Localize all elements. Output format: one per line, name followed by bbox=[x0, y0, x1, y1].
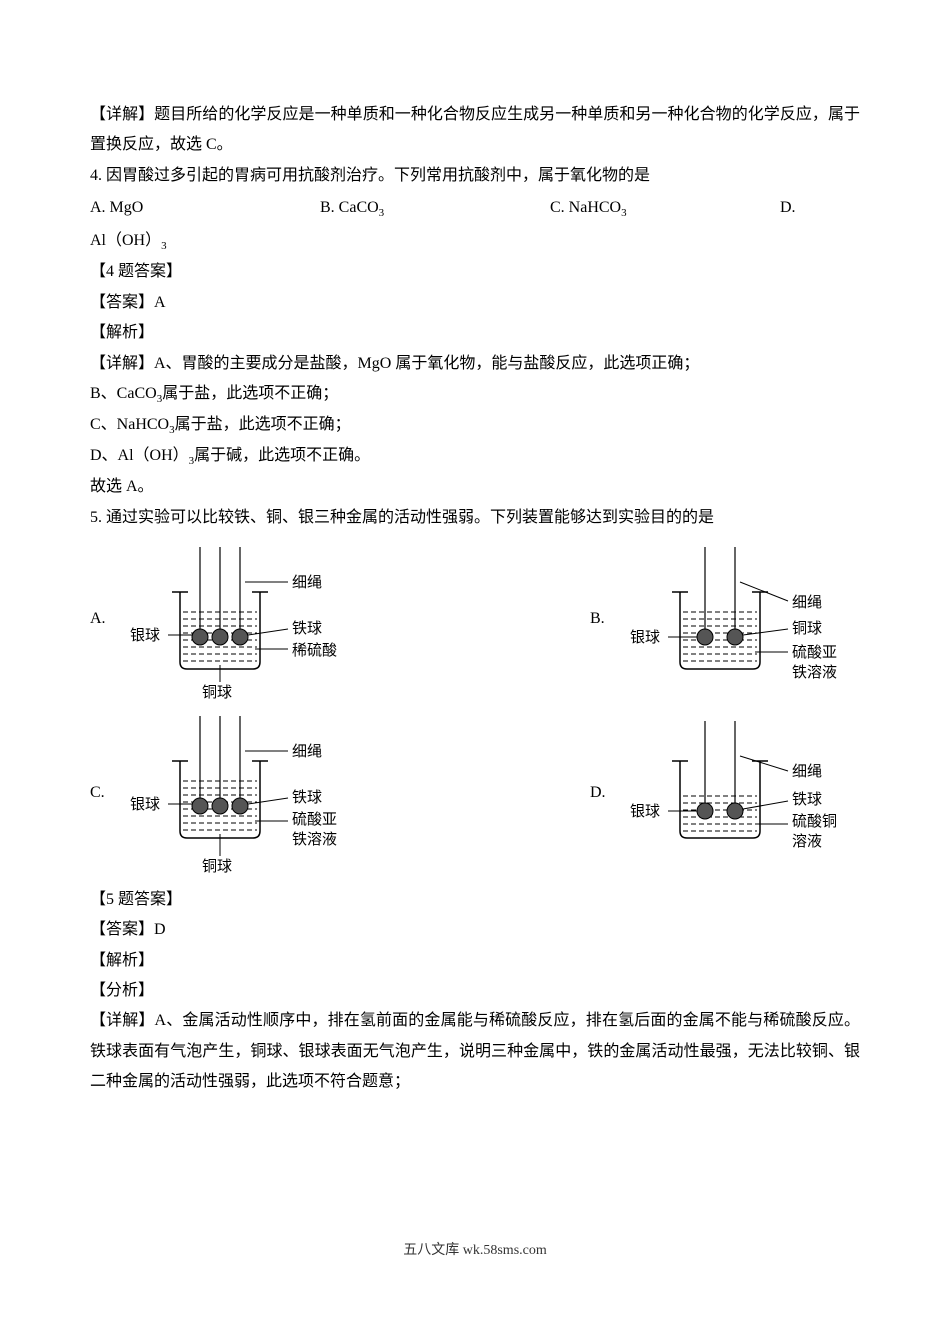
svg-text:铁溶液: 铁溶液 bbox=[292, 831, 337, 848]
q4-opt-d: D. bbox=[780, 193, 850, 224]
diagram-row-2: C. 细绳 银球 铁球 硫酸亚 铁溶液 铜球 D. bbox=[90, 706, 860, 881]
svg-text:铁球: 铁球 bbox=[792, 791, 822, 808]
q5-label-b: B. bbox=[590, 604, 620, 634]
svg-text:铜球: 铜球 bbox=[792, 620, 822, 637]
svg-text:溶液: 溶液 bbox=[792, 833, 822, 850]
q4-options: A. MgO B. CaCO3 C. NaHCO3 D. bbox=[90, 193, 860, 224]
q5-answer-header: 【5 题答案】 bbox=[90, 885, 860, 915]
svg-text:银球: 银球 bbox=[130, 796, 160, 813]
svg-text:硫酸亚: 硫酸亚 bbox=[792, 644, 837, 661]
q5-detail: 【详解】A、金属活动性顺序中，排在氢前面的金属能与稀硫酸反应，排在氢后面的金属不… bbox=[90, 1006, 860, 1097]
diagram-b: 细绳 银球 铜球 硫酸亚 铁溶液 bbox=[620, 537, 860, 702]
q5-fenxi: 【分析】 bbox=[90, 976, 860, 1006]
diagram-row-1: A. 细绳 银球 铁球 稀硫酸 bbox=[90, 537, 860, 702]
q4-analysis: 【解析】 bbox=[90, 318, 860, 348]
svg-text:细绳: 细绳 bbox=[292, 743, 322, 760]
q4-detail-d: D、Al（OH）3属于碱，此选项不正确。 bbox=[90, 441, 860, 472]
diagram-a: 细绳 银球 铁球 稀硫酸 铜球 bbox=[120, 537, 360, 702]
svg-text:硫酸亚: 硫酸亚 bbox=[292, 811, 337, 828]
q5-analysis: 【解析】 bbox=[90, 946, 860, 976]
svg-text:铁球: 铁球 bbox=[292, 789, 322, 806]
q4-detail-a: 【详解】A、胃酸的主要成分是盐酸，MgO 属于氧化物，能与盐酸反应，此选项正确； bbox=[90, 349, 860, 379]
svg-text:稀硫酸: 稀硫酸 bbox=[292, 642, 337, 659]
svg-text:硫酸铜: 硫酸铜 bbox=[792, 813, 837, 830]
svg-text:细绳: 细绳 bbox=[292, 574, 322, 591]
svg-text:银球: 银球 bbox=[630, 629, 660, 646]
q4-opt-a: A. MgO bbox=[90, 193, 320, 224]
q4-detail-c: C、NaHCO3属于盐，此选项不正确； bbox=[90, 410, 860, 441]
page-footer: 五八文库 wk.58sms.com bbox=[90, 1238, 860, 1265]
diagram-d: 细绳 银球 铁球 硫酸铜 溶液 bbox=[620, 716, 860, 871]
q4-conclusion: 故选 A。 bbox=[90, 472, 860, 502]
diagram-c: 细绳 银球 铁球 硫酸亚 铁溶液 铜球 bbox=[120, 706, 360, 881]
svg-text:铁球: 铁球 bbox=[292, 620, 322, 637]
q5-label-d: D. bbox=[590, 778, 620, 808]
q4-detail-b: B、CaCO3属于盐，此选项不正确； bbox=[90, 379, 860, 410]
svg-text:铁溶液: 铁溶液 bbox=[792, 664, 837, 681]
q5-stem: 5. 通过实验可以比较铁、铜、银三种金属的活动性强弱。下列装置能够达到实验目的的… bbox=[90, 503, 860, 533]
svg-text:铜球: 铜球 bbox=[202, 858, 232, 875]
svg-text:细绳: 细绳 bbox=[792, 594, 822, 611]
q5-label-a: A. bbox=[90, 604, 120, 634]
svg-text:铜球: 铜球 bbox=[202, 684, 232, 701]
q4-opt-d-line2: Al（OH）3 bbox=[90, 226, 860, 257]
svg-text:细绳: 细绳 bbox=[792, 763, 822, 780]
q5-label-c: C. bbox=[90, 778, 120, 808]
q4-opt-b: B. CaCO3 bbox=[320, 193, 550, 224]
q4-stem: 4. 因胃酸过多引起的胃病可用抗酸剂治疗。下列常用抗酸剂中，属于氧化物的是 bbox=[90, 161, 860, 191]
q4-answer: 【答案】A bbox=[90, 288, 860, 318]
q4-opt-c: C. NaHCO3 bbox=[550, 193, 780, 224]
q3-detail-text: 【详解】题目所给的化学反应是一种单质和一种化合物反应生成另一种单质和另一种化合物… bbox=[90, 100, 860, 161]
svg-text:银球: 银球 bbox=[630, 803, 660, 820]
q4-answer-header: 【4 题答案】 bbox=[90, 257, 860, 287]
q5-answer: 【答案】D bbox=[90, 915, 860, 945]
svg-text:银球: 银球 bbox=[130, 627, 160, 644]
